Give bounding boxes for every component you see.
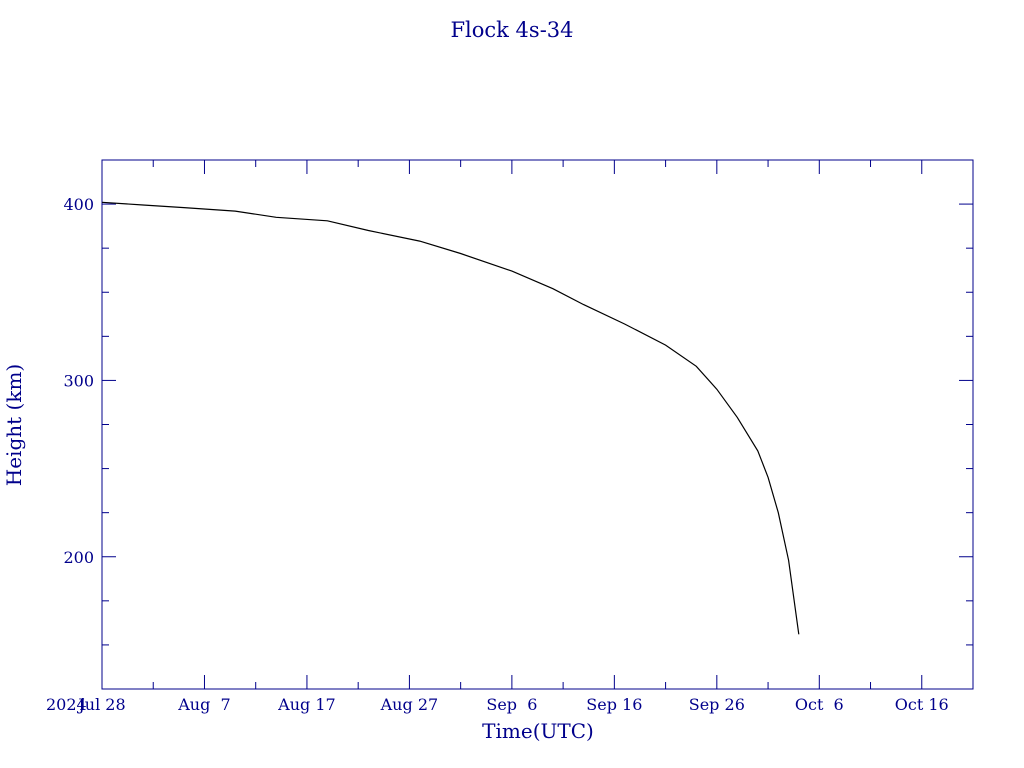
x-tick-label: Aug 7 <box>177 695 230 714</box>
x-tick-labels: Jul 28 Aug 7 Aug 17 Aug 27 Sep 6 Sep 16 Sep 26… <box>76 695 948 714</box>
year-label: 2024 <box>46 695 87 714</box>
x-axis-label: Time(UTC) <box>482 719 594 743</box>
tick-marks <box>101 160 973 689</box>
y-axis-label: Height (km) <box>2 364 26 486</box>
x-tick-label: Sep 26 <box>689 695 745 714</box>
x-tick-label: Sep 6 <box>486 695 537 714</box>
chart-title: Flock 4s-34 <box>450 18 573 42</box>
y-tick-labels: 200 300 400 <box>63 195 94 567</box>
y-tick-label: 200 <box>63 548 94 567</box>
series-line-height <box>101 201 800 635</box>
y-tick-label: 300 <box>63 371 94 390</box>
y-tick-label: 400 <box>63 195 94 214</box>
x-tick-label: Aug 17 <box>277 695 336 714</box>
plot-frame <box>101 159 974 690</box>
x-tick-label: Aug 27 <box>380 695 439 714</box>
x-tick-label: Sep 16 <box>586 695 642 714</box>
x-tick-label: Oct 6 <box>795 695 844 714</box>
x-tick-label: Jul 28 <box>76 695 125 714</box>
x-tick-label: Oct 16 <box>895 695 949 714</box>
